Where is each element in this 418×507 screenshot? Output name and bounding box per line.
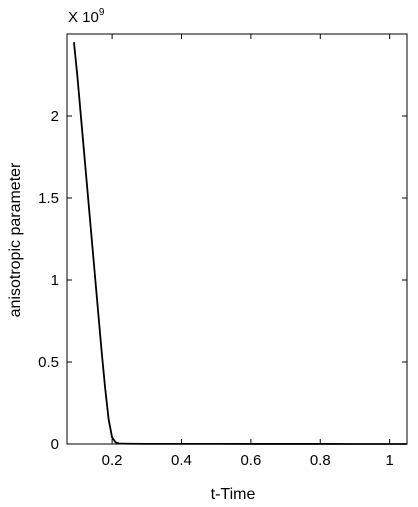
y-tick-label: 2 — [51, 108, 59, 125]
y-axis-ticks: 0 0.5 1 1.5 2 — [38, 108, 407, 453]
series-line — [73, 42, 407, 445]
plot-area-frame — [66, 33, 408, 445]
x-tick-label: 0.8 — [310, 452, 331, 469]
y-tick-label: 1.5 — [38, 190, 59, 207]
x-tick-label: 0.6 — [240, 452, 261, 469]
y-multiplier-exponent: 9 — [99, 7, 105, 18]
y-multiplier-base: X 10 — [68, 9, 99, 26]
y-multiplier-label: X 109 — [68, 7, 105, 26]
x-tick-label: 0.2 — [102, 452, 123, 469]
y-tick-label: 1 — [51, 272, 59, 289]
x-axis-label: t-Time — [211, 486, 256, 503]
y-tick-label: 0.5 — [38, 354, 59, 371]
x-tick-label: 1 — [385, 452, 393, 469]
y-tick-label: 0 — [51, 436, 59, 453]
y-axis-label: anisotropic parameter — [7, 162, 24, 317]
x-axis-ticks: 0.2 0.4 0.6 0.8 1 — [102, 34, 394, 469]
x-tick-label: 0.4 — [171, 452, 192, 469]
